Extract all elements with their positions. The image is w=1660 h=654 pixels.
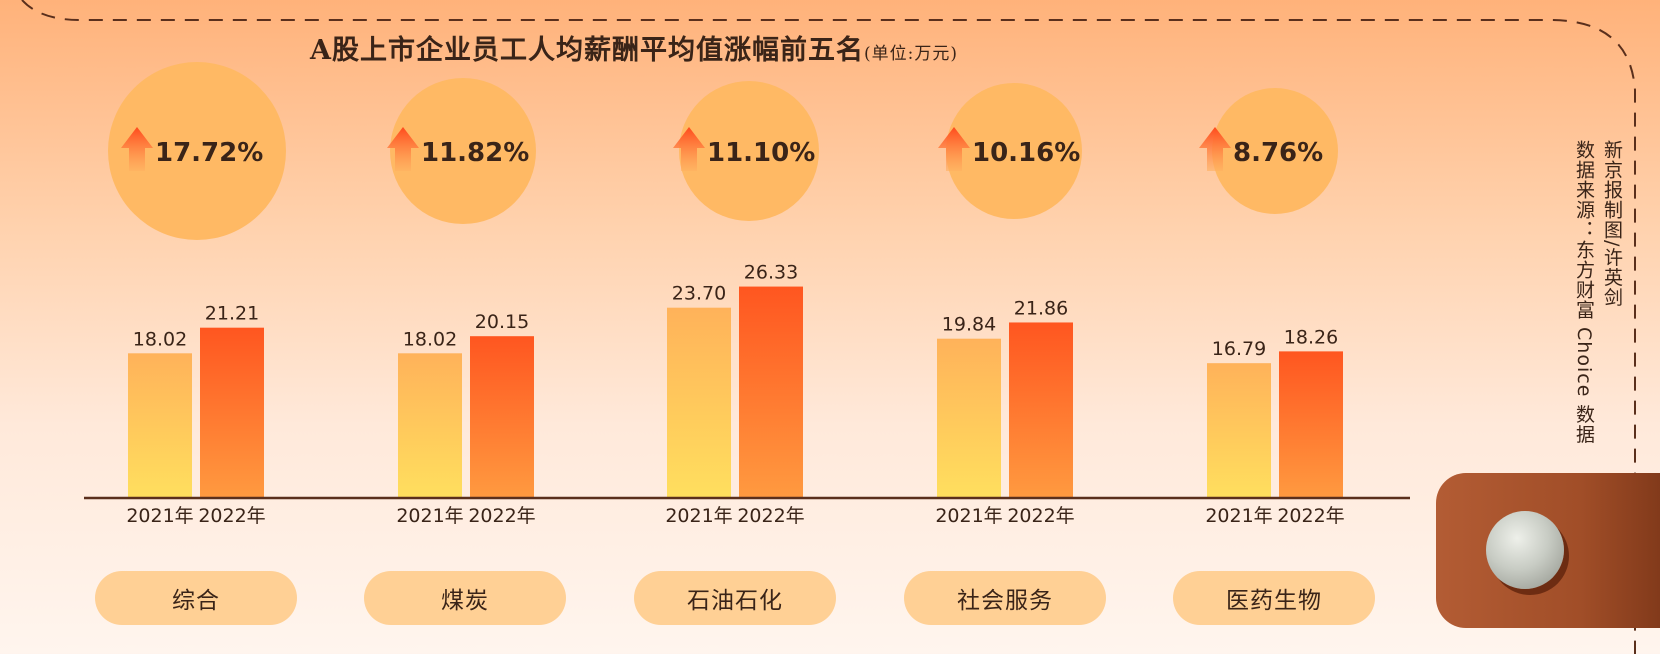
- credit-author: 新京报制图/许英剑: [1601, 140, 1623, 308]
- value-label-2022: 21.86: [1014, 297, 1068, 319]
- growth-label: 17.72%: [155, 138, 263, 168]
- credit-source: 数据来源：东方财富 Choice 数据: [1573, 140, 1595, 445]
- tick-label-2022: 2022年: [198, 505, 265, 527]
- chart-unit: (单位:万元): [863, 44, 958, 64]
- bar-2021: [937, 338, 1001, 498]
- up-arrow-icon: [387, 127, 419, 171]
- bar-2021: [667, 307, 731, 498]
- up-arrow-icon: [121, 127, 153, 171]
- category-label: 综合: [95, 571, 297, 625]
- category-label: 社会服务: [904, 571, 1106, 625]
- tick-label-2021: 2021年: [396, 505, 463, 527]
- tick-label-2021: 2021年: [126, 505, 193, 527]
- up-arrow-icon: [1199, 127, 1231, 171]
- tick-label-2022: 2022年: [1277, 505, 1344, 527]
- value-label-2021: 23.70: [672, 283, 726, 305]
- growth-label: 10.16%: [972, 138, 1080, 168]
- growth-bubble: [946, 83, 1082, 219]
- tick-label-2021: 2021年: [935, 505, 1002, 527]
- value-label-2022: 20.15: [475, 311, 529, 333]
- tick-label-2022: 2022年: [468, 505, 535, 527]
- growth-bubble: [108, 62, 286, 240]
- bar-2022: [1279, 351, 1343, 498]
- growth-label: 8.76%: [1233, 138, 1323, 168]
- growth-bubble: [1212, 88, 1338, 214]
- bar-2022: [739, 286, 803, 498]
- chart-title-text: A股上市企业员工人均薪酬平均值涨幅前五名: [310, 35, 864, 66]
- side-tab[interactable]: [1436, 473, 1660, 628]
- growth-bubble: [390, 78, 536, 224]
- knob-icon[interactable]: [1486, 511, 1564, 589]
- growth-bubble: [679, 81, 819, 221]
- category-label: 石油石化: [634, 571, 836, 625]
- chart-title: A股上市企业员工人均薪酬平均值涨幅前五名(单位:万元): [310, 28, 958, 67]
- bar-2021: [1207, 363, 1271, 498]
- tick-label-2021: 2021年: [1205, 505, 1272, 527]
- bar-2022: [200, 327, 264, 498]
- bar-2022: [1009, 322, 1073, 498]
- credits: 新京报制图/许英剑 数据来源：东方财富 Choice 数据: [1570, 140, 1626, 444]
- bar-2021: [128, 353, 192, 498]
- value-label-2022: 18.26: [1284, 326, 1338, 348]
- up-arrow-icon: [938, 127, 970, 171]
- tick-label-2021: 2021年: [665, 505, 732, 527]
- category-label: 医药生物: [1173, 571, 1375, 625]
- value-label-2022: 26.33: [744, 262, 798, 284]
- tick-label-2022: 2022年: [1007, 505, 1074, 527]
- value-label-2021: 19.84: [942, 314, 996, 336]
- bar-2021: [398, 353, 462, 498]
- value-label-2021: 18.02: [133, 328, 187, 350]
- tick-label-2022: 2022年: [737, 505, 804, 527]
- growth-label: 11.10%: [707, 138, 815, 168]
- value-label-2022: 21.21: [205, 303, 259, 325]
- value-label-2021: 18.02: [403, 328, 457, 350]
- category-label: 煤炭: [364, 571, 566, 625]
- value-label-2021: 16.79: [1212, 338, 1266, 360]
- growth-label: 11.82%: [421, 138, 529, 168]
- up-arrow-icon: [673, 127, 705, 171]
- bar-2022: [470, 336, 534, 498]
